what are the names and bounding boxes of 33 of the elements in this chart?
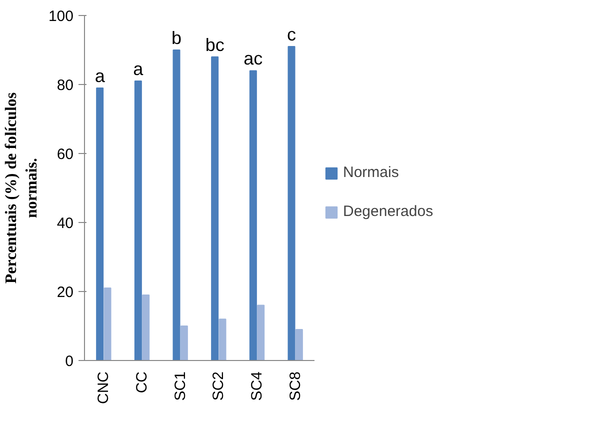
bar [134,80,142,360]
annotation: bc [205,34,224,55]
bar [96,87,104,360]
x-tick-label: CC [134,371,150,394]
y-tick-label: 60 [56,146,74,163]
x-tick-label: SC1 [172,371,189,401]
bar [257,304,265,360]
legend-label: Degenerados [343,203,434,220]
bar [180,326,188,360]
bar [295,328,303,360]
x-tick-label: SC2 [210,371,228,401]
x-tick-label: SC4 [248,371,266,401]
bar [104,288,112,360]
y-axis-title: Percentuais (%) de folículos normais. [3,92,40,284]
x-tick-label: SC8 [286,371,304,401]
bar [218,318,226,360]
annotation: ac [244,48,263,69]
y-tick-label: 100 [48,8,74,25]
bar [249,70,257,360]
annotation: c [287,24,296,45]
annotation: b [171,28,182,48]
bar [211,56,219,360]
y-tick-label: 0 [65,353,74,370]
legend-label: Normais [343,164,399,181]
bar [172,50,180,360]
x-tick-label: CNC [95,371,112,404]
annotation: a [94,66,106,86]
y-tick-label: 20 [56,284,74,301]
bar [288,46,296,360]
y-tick-label: 80 [56,77,74,94]
y-tick-label: 40 [56,215,74,232]
bar [142,294,150,360]
annotation: a [133,59,144,80]
